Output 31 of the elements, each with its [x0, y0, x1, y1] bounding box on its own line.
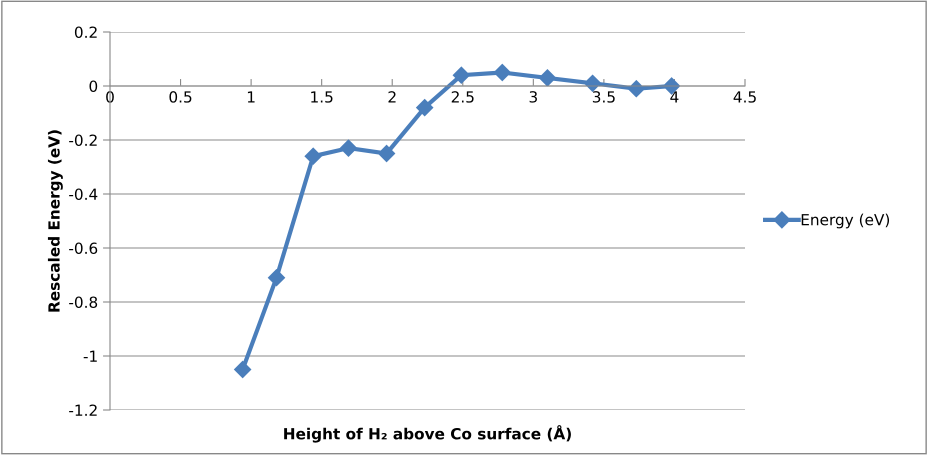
y-tick-label: 0.2 — [74, 26, 97, 38]
point — [452, 66, 470, 84]
point — [628, 80, 645, 98]
x-tick-label: 1 — [248, 91, 255, 102]
y-tick-label: -0.8 — [69, 296, 98, 308]
point — [268, 269, 286, 286]
y-tick-label: 0 — [89, 80, 98, 92]
x-tick-label: 0.5 — [169, 91, 192, 103]
x-axis-title: Height of H₂ above Co surface (Å) — [284, 425, 571, 443]
y-axis-title: Rescaled Energy (eV) — [48, 130, 63, 312]
x-tick-label: 4 — [670, 91, 678, 102]
y-tick-label: -0.6 — [69, 242, 98, 254]
x-tick-label: 4.5 — [734, 91, 756, 103]
point — [234, 360, 252, 378]
y-tick-label: -0.4 — [69, 188, 98, 200]
y-tick-label: -1.2 — [69, 404, 97, 416]
x-tick-label: 1.5 — [311, 91, 332, 103]
point — [494, 64, 511, 82]
point — [416, 99, 434, 116]
point — [304, 148, 322, 165]
point — [378, 144, 396, 162]
legend-label: Energy (eV) — [802, 214, 890, 228]
y-tick-label: -1 — [84, 350, 97, 362]
x-tick-label: 2.5 — [452, 91, 474, 103]
point — [538, 69, 556, 86]
x-tick-label: 3 — [530, 91, 537, 103]
x-tick-label: 3.5 — [592, 91, 615, 103]
point — [584, 74, 602, 92]
y-tick-label: -0.2 — [69, 134, 97, 146]
x-tick-label: 2 — [388, 91, 396, 102]
point — [340, 140, 358, 157]
